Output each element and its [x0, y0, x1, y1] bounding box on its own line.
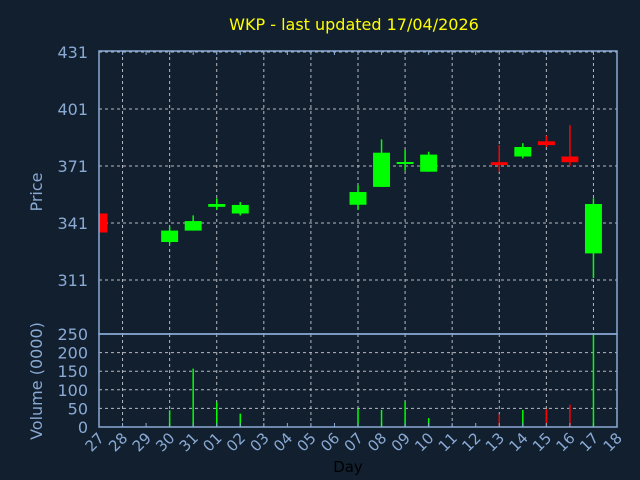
candle-body-27	[99, 213, 108, 233]
price-tick-label: 371	[57, 157, 88, 176]
chart-title: WKP - last updated 17/04/2026	[229, 15, 479, 34]
day-tick-label: 01	[199, 429, 225, 455]
volume-tick-label: 100	[57, 381, 88, 400]
price-axis-label: Price	[27, 172, 46, 211]
day-tick-label: 03	[246, 429, 272, 455]
candle-body-16	[561, 156, 579, 163]
volume-tick-label: 200	[57, 344, 88, 363]
candle-body-09	[396, 162, 414, 165]
candle-body-17	[584, 204, 602, 254]
day-tick-label: 10	[411, 429, 437, 455]
axes: 4314013713413112502001501005002728293031…	[57, 43, 625, 455]
day-tick-label: 13	[482, 429, 508, 455]
candle-body-31	[184, 221, 202, 231]
day-tick-label: 29	[129, 429, 155, 455]
day-tick-label: 17	[576, 429, 602, 455]
candle-body-08	[373, 152, 391, 187]
day-tick-label: 06	[317, 429, 343, 455]
candle-body-13	[490, 162, 508, 166]
day-tick-label: 07	[341, 429, 367, 455]
day-tick-label: 08	[364, 429, 390, 455]
x-axis-label: Day	[333, 458, 363, 476]
chart-marks	[99, 125, 602, 427]
day-tick-label: 04	[270, 429, 296, 455]
candle-body-07	[349, 192, 367, 205]
candle-body-30	[161, 230, 179, 242]
candle-body-10	[420, 154, 438, 172]
volume-panel-frame	[98, 333, 618, 428]
day-tick-label: 16	[553, 429, 579, 455]
candle-body-02	[231, 204, 249, 214]
candle-body-14	[514, 147, 532, 157]
day-tick-label: 28	[105, 429, 131, 455]
day-tick-label: 11	[435, 429, 461, 455]
day-tick-label: 31	[176, 429, 202, 455]
day-tick-label: 12	[458, 429, 484, 455]
day-tick-label: 02	[223, 429, 249, 455]
price-tick-label: 341	[57, 214, 88, 233]
volume-axis-label: Volume (0000)	[27, 322, 46, 440]
candles	[99, 125, 602, 279]
volume-tick-label: 150	[57, 362, 88, 381]
volume-tick-label: 0	[78, 418, 88, 437]
volume-tick-label: 250	[57, 325, 88, 344]
candle-body-15	[537, 141, 555, 146]
price-tick-label: 311	[57, 271, 88, 290]
day-tick-label: 14	[505, 429, 531, 455]
day-tick-label: 30	[152, 429, 178, 455]
price-tick-label: 431	[57, 43, 88, 62]
day-tick-label: 09	[388, 429, 414, 455]
price-tick-label: 401	[57, 100, 88, 119]
day-tick-label: 15	[529, 429, 555, 455]
candle-body-01	[208, 204, 226, 207]
day-tick-label: 05	[294, 429, 320, 455]
volume-tick-label: 50	[68, 399, 88, 418]
day-tick-label: 18	[600, 429, 626, 455]
